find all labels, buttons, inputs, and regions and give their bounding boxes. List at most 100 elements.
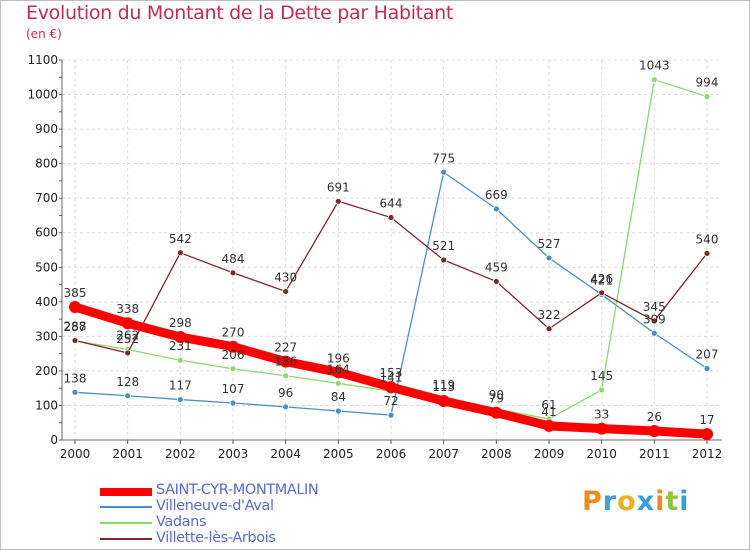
data-label: 345 <box>643 300 666 314</box>
data-point <box>71 388 79 396</box>
data-point <box>334 197 342 205</box>
data-label: 207 <box>696 347 719 361</box>
data-point <box>229 399 237 407</box>
data-point <box>440 168 448 176</box>
data-label: 61 <box>541 398 556 412</box>
data-point <box>492 205 500 213</box>
data-label: 84 <box>331 390 346 404</box>
x-tick-label: 2003 <box>218 447 249 461</box>
y-tick-label: 200 <box>35 364 58 378</box>
data-point <box>598 289 606 297</box>
data-label: 287 <box>64 320 87 334</box>
logo-letter: P <box>582 486 603 517</box>
data-label: 117 <box>169 379 192 393</box>
y-tick-label: 1000 <box>27 88 58 102</box>
data-point <box>334 379 342 387</box>
data-point <box>701 428 713 441</box>
data-label: 691 <box>327 180 350 194</box>
logo-letter: t <box>665 486 680 517</box>
y-tick-label: 100 <box>35 398 58 412</box>
x-tick-label: 2005 <box>323 447 354 461</box>
data-label: 385 <box>64 286 87 300</box>
data-label: 1043 <box>639 59 670 73</box>
data-point <box>282 403 290 411</box>
legend-label: Villette-lès-Arbois <box>156 530 276 546</box>
x-tick-label: 2012 <box>692 447 723 461</box>
data-label: 153 <box>380 366 403 380</box>
data-point <box>545 325 553 333</box>
data-label: 421 <box>590 274 613 288</box>
legend-label: Vadans <box>156 514 207 530</box>
data-label: 298 <box>169 316 192 330</box>
data-point <box>229 269 237 277</box>
data-label: 252 <box>116 332 139 346</box>
data-label: 669 <box>485 188 508 202</box>
x-tick-label: 2006 <box>376 447 407 461</box>
y-tick-label: 900 <box>35 122 58 136</box>
data-point <box>543 419 555 432</box>
logo-letter: x <box>636 486 656 517</box>
y-tick-label: 1100 <box>27 53 58 67</box>
data-label: 90 <box>489 388 504 402</box>
x-tick-label: 2009 <box>534 447 565 461</box>
line-chart: 0 100 200 300 400 500 600 700 800 900 1000 1100 2000… <box>27 53 723 461</box>
data-point <box>282 372 290 380</box>
legend-label: Villeneuve-d'Aval <box>156 498 274 514</box>
data-label: 288 <box>64 320 87 334</box>
data-label: 119 <box>432 378 455 392</box>
data-point <box>437 394 450 407</box>
data-label: 527 <box>538 237 561 251</box>
y-tick-label: 400 <box>35 295 58 309</box>
data-label: 113 <box>432 380 455 394</box>
data-label: 17 <box>699 413 714 427</box>
chart-title: Evolution du Montant de la Dette par Hab… <box>26 2 454 24</box>
data-label: 164 <box>327 362 350 376</box>
data-point <box>282 288 290 295</box>
data-point <box>650 329 658 337</box>
data-point <box>385 381 397 394</box>
legend-swatch <box>100 506 152 508</box>
data-label: 41 <box>541 405 556 419</box>
data-label: 33 <box>594 408 609 422</box>
data-label: 196 <box>327 351 350 365</box>
data-label: 186 <box>274 355 297 369</box>
legend-swatch <box>100 522 152 524</box>
y-tick-label: 700 <box>35 191 58 205</box>
data-label: 644 <box>380 197 403 211</box>
data-label: 322 <box>538 308 561 322</box>
x-tick-label: 2000 <box>60 447 91 461</box>
data-label: 994 <box>696 76 719 90</box>
data-label: 430 <box>274 270 297 284</box>
data-point <box>703 365 711 372</box>
x-tick-label: 2008 <box>481 447 512 461</box>
legend-swatch <box>100 488 152 496</box>
data-label: 79 <box>489 392 504 406</box>
data-label: 426 <box>590 272 613 286</box>
y-tick-label: 300 <box>35 329 58 343</box>
logo-letter: r <box>602 486 618 517</box>
data-label: 309 <box>643 312 666 326</box>
data-point <box>174 331 187 344</box>
data-point <box>124 392 132 400</box>
plot-area <box>62 60 722 440</box>
y-tick-label: 600 <box>35 226 58 240</box>
data-point <box>650 76 658 84</box>
data-label: 26 <box>647 410 662 424</box>
data-point <box>332 366 345 379</box>
logo-letter: i <box>679 486 690 517</box>
data-label: 540 <box>696 232 719 246</box>
data-point <box>545 254 553 262</box>
x-tick-label: 2011 <box>639 447 670 461</box>
data-label: 231 <box>169 339 192 353</box>
data-label: 338 <box>116 302 139 316</box>
data-label: 484 <box>222 252 245 266</box>
data-point <box>650 317 658 325</box>
data-point <box>648 425 661 438</box>
data-point <box>595 422 608 435</box>
legend-swatch <box>100 538 152 540</box>
data-point <box>227 340 239 353</box>
data-label: 521 <box>432 239 455 253</box>
logo-letter: o <box>617 486 637 517</box>
data-point <box>71 337 79 344</box>
data-label: 72 <box>383 394 398 408</box>
